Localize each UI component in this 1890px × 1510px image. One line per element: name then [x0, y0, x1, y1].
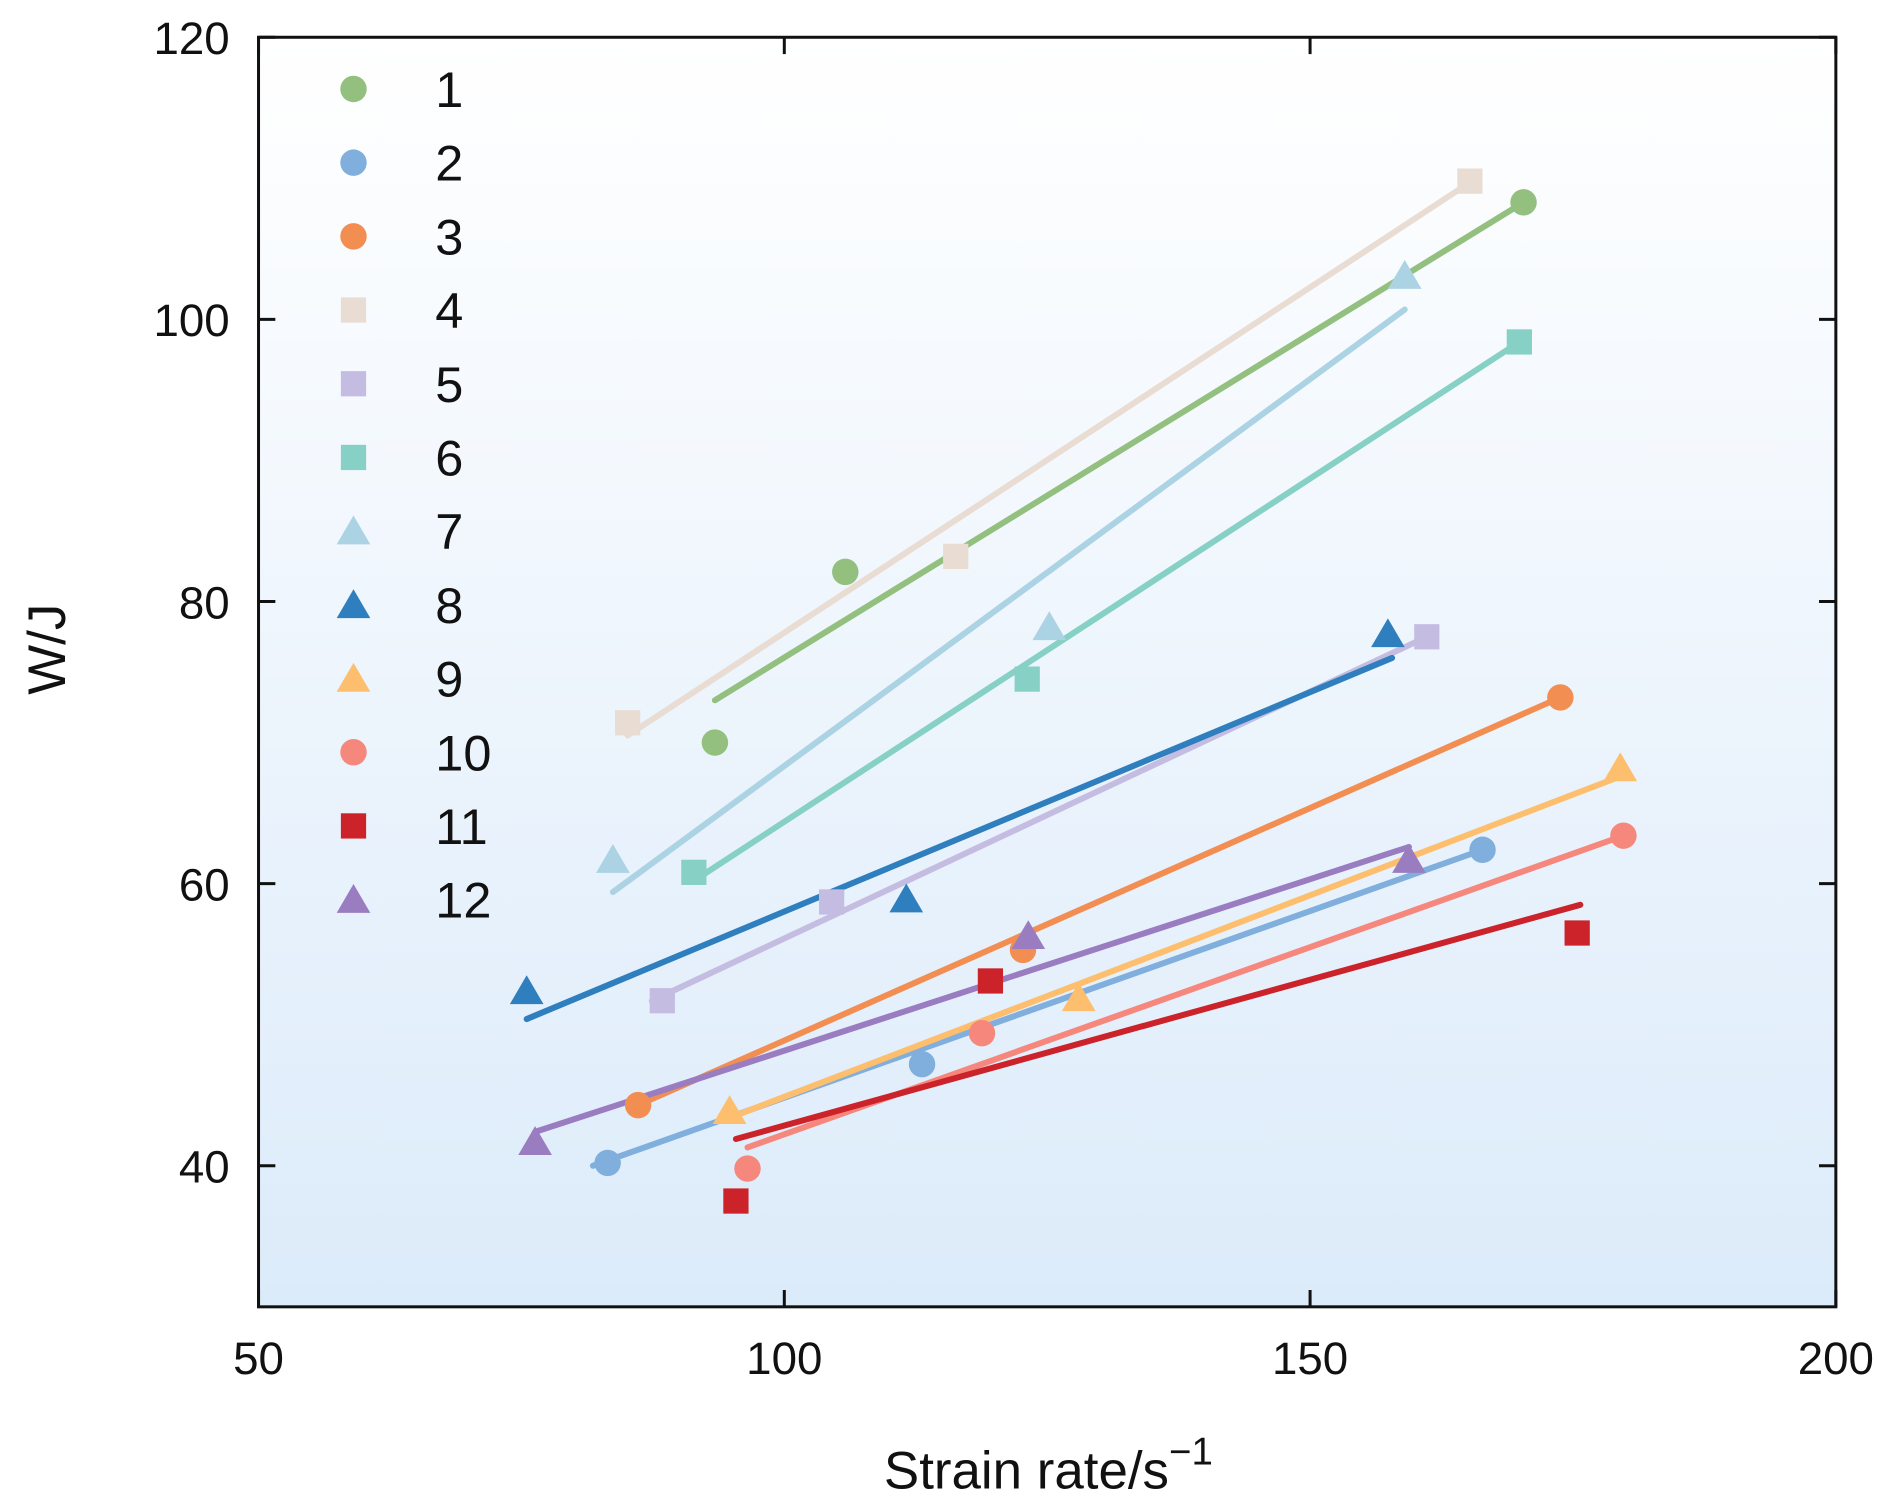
fit-line-series-3	[635, 694, 1564, 1109]
data-point-series-7	[1387, 260, 1422, 289]
data-point-series-6	[1506, 329, 1532, 355]
legend-marker-11	[340, 813, 367, 839]
plot-background	[258, 37, 1836, 1307]
data-point-series-6	[1014, 666, 1040, 692]
data-point-series-1	[1510, 189, 1537, 216]
y-tick-label: 80	[179, 577, 230, 628]
data-point-series-12	[1392, 844, 1426, 873]
data-point-series-9	[712, 1095, 747, 1124]
legend-label-12: 12	[435, 872, 491, 929]
data-point-series-4	[943, 543, 969, 569]
y-tick-label: 60	[179, 859, 230, 910]
data-point-series-5	[818, 889, 845, 915]
legend-label-6: 6	[435, 429, 463, 486]
data-point-series-7	[1032, 611, 1067, 641]
plot-frame	[257, 35, 1838, 1309]
fit-line-series-4	[624, 173, 1482, 739]
x-tick-label: 50	[233, 1333, 284, 1384]
data-point-series-2	[594, 1149, 621, 1177]
data-point-series-11	[723, 1188, 749, 1214]
legend-label-7: 7	[435, 503, 463, 560]
legend-marker-1	[340, 75, 367, 103]
legend-label-2: 2	[435, 135, 463, 192]
x-axis-label-superscript: −1	[1169, 1430, 1213, 1473]
legend-marker-7	[336, 515, 371, 545]
data-point-series-10	[734, 1155, 761, 1182]
data-point-series-10	[1610, 822, 1637, 849]
data-point-series-3	[624, 1091, 652, 1119]
legend-marker-3	[340, 223, 367, 250]
fit-line-series-1	[711, 199, 1527, 704]
x-tick-label: 150	[1272, 1333, 1348, 1384]
data-point-series-1	[701, 729, 729, 756]
y-axis-label: W/J	[18, 604, 77, 695]
legend-marker-10	[340, 739, 367, 766]
data-point-series-9	[1603, 752, 1638, 782]
data-point-series-8	[1371, 618, 1405, 648]
legend-marker-8	[336, 589, 371, 619]
data-point-series-12	[1011, 920, 1046, 950]
x-tick-label: 100	[746, 1333, 822, 1384]
fit-line-series-11	[732, 901, 1584, 1142]
data-point-series-5	[649, 988, 675, 1014]
legend-label-1: 1	[435, 61, 463, 118]
fit-line-series-6	[690, 338, 1523, 884]
data-point-series-4	[614, 710, 641, 736]
data-point-series-2	[908, 1050, 936, 1078]
legend-marker-9	[336, 662, 371, 692]
legend-marker-2	[340, 149, 367, 176]
legend-marker-6	[340, 444, 367, 471]
data-point-series-10	[968, 1019, 996, 1047]
data-point-series-4	[1457, 168, 1483, 194]
data-point-series-8	[889, 883, 924, 913]
data-point-series-7	[596, 844, 630, 873]
data-point-series-6	[681, 859, 707, 885]
y-tick-label: 100	[153, 295, 229, 346]
legend-label-11: 11	[435, 798, 487, 855]
data-point-series-1	[832, 558, 859, 586]
data-point-series-8	[509, 975, 544, 1005]
legend-label-8: 8	[435, 577, 463, 634]
data-point-series-2	[1469, 836, 1496, 864]
data-point-series-9	[1061, 982, 1096, 1012]
x-tick-label: 200	[1798, 1333, 1874, 1384]
legend-marker-5	[340, 371, 367, 397]
legend-marker-4	[340, 297, 367, 323]
data-point-series-12	[518, 1126, 552, 1156]
data-point-series-5	[1414, 624, 1440, 650]
fit-line-series-7	[609, 306, 1408, 896]
fit-line-series-12	[532, 843, 1412, 1135]
legend-label-10: 10	[435, 724, 491, 781]
fit-line-series-9	[726, 773, 1624, 1121]
y-tick-label: 120	[153, 13, 229, 64]
data-point-series-11	[1564, 920, 1590, 946]
x-axis-label: Strain rate/s−1	[884, 1430, 1213, 1500]
fit-line-series-8	[523, 654, 1396, 1023]
legend-label-3: 3	[435, 208, 463, 265]
data-point-series-11	[977, 968, 1004, 994]
legend-label-4: 4	[435, 282, 463, 339]
legend-label-9: 9	[435, 651, 463, 708]
legend-marker-12	[336, 883, 371, 913]
data-point-series-3	[1547, 684, 1574, 711]
y-tick-label: 40	[179, 1142, 230, 1193]
legend-label-5: 5	[435, 356, 463, 413]
